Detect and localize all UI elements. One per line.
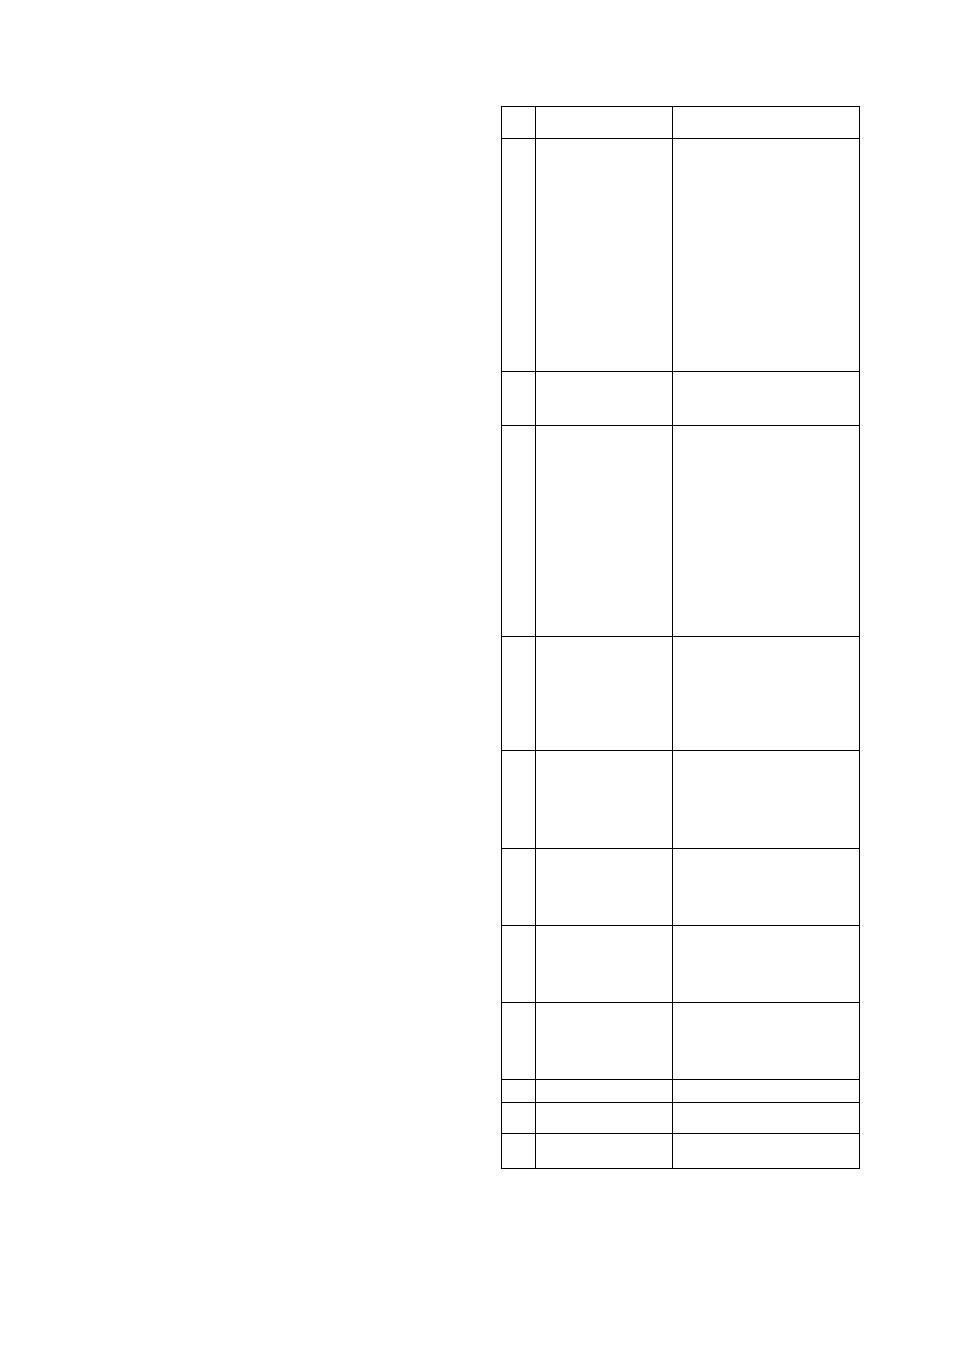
table-row — [502, 426, 860, 637]
table-row — [502, 139, 860, 372]
table-cell — [502, 1080, 536, 1103]
table-cell — [536, 372, 673, 426]
table-cell — [502, 426, 536, 637]
table-cell — [502, 1003, 536, 1080]
table-cell — [673, 1080, 860, 1103]
table-cell — [536, 107, 673, 139]
table-cell — [673, 107, 860, 139]
table-cell — [536, 1134, 673, 1169]
table-cell — [673, 1134, 860, 1169]
table-cell — [673, 849, 860, 926]
table-row — [502, 637, 860, 751]
table-cell — [673, 426, 860, 637]
table-row — [502, 1134, 860, 1169]
table-row — [502, 372, 860, 426]
table-cell — [536, 849, 673, 926]
table-cell — [536, 1003, 673, 1080]
table-cell — [673, 372, 860, 426]
table-cell — [536, 1103, 673, 1134]
table-cell — [502, 637, 536, 751]
table-row — [502, 107, 860, 139]
table-cell — [502, 751, 536, 849]
table-cell — [673, 1003, 860, 1080]
page — [0, 0, 954, 1351]
table-cell — [536, 1080, 673, 1103]
table-row — [502, 849, 860, 926]
table-cell — [673, 926, 860, 1003]
table-row — [502, 1103, 860, 1134]
table-cell — [502, 139, 536, 372]
table-row — [502, 1080, 860, 1103]
table-cell — [502, 1134, 536, 1169]
table-cell — [536, 926, 673, 1003]
table-cell — [536, 139, 673, 372]
table-cell — [502, 1103, 536, 1134]
table-cell — [673, 637, 860, 751]
table-cell — [673, 751, 860, 849]
table-row — [502, 751, 860, 849]
table-cell — [502, 849, 536, 926]
table-cell — [536, 751, 673, 849]
data-table — [501, 106, 860, 1169]
table-cell — [536, 637, 673, 751]
table-cell — [673, 139, 860, 372]
table-cell — [502, 372, 536, 426]
table-row — [502, 1003, 860, 1080]
table-row — [502, 926, 860, 1003]
table-cell — [536, 426, 673, 637]
table-cell — [502, 926, 536, 1003]
table-cell — [502, 107, 536, 139]
table-cell — [673, 1103, 860, 1134]
